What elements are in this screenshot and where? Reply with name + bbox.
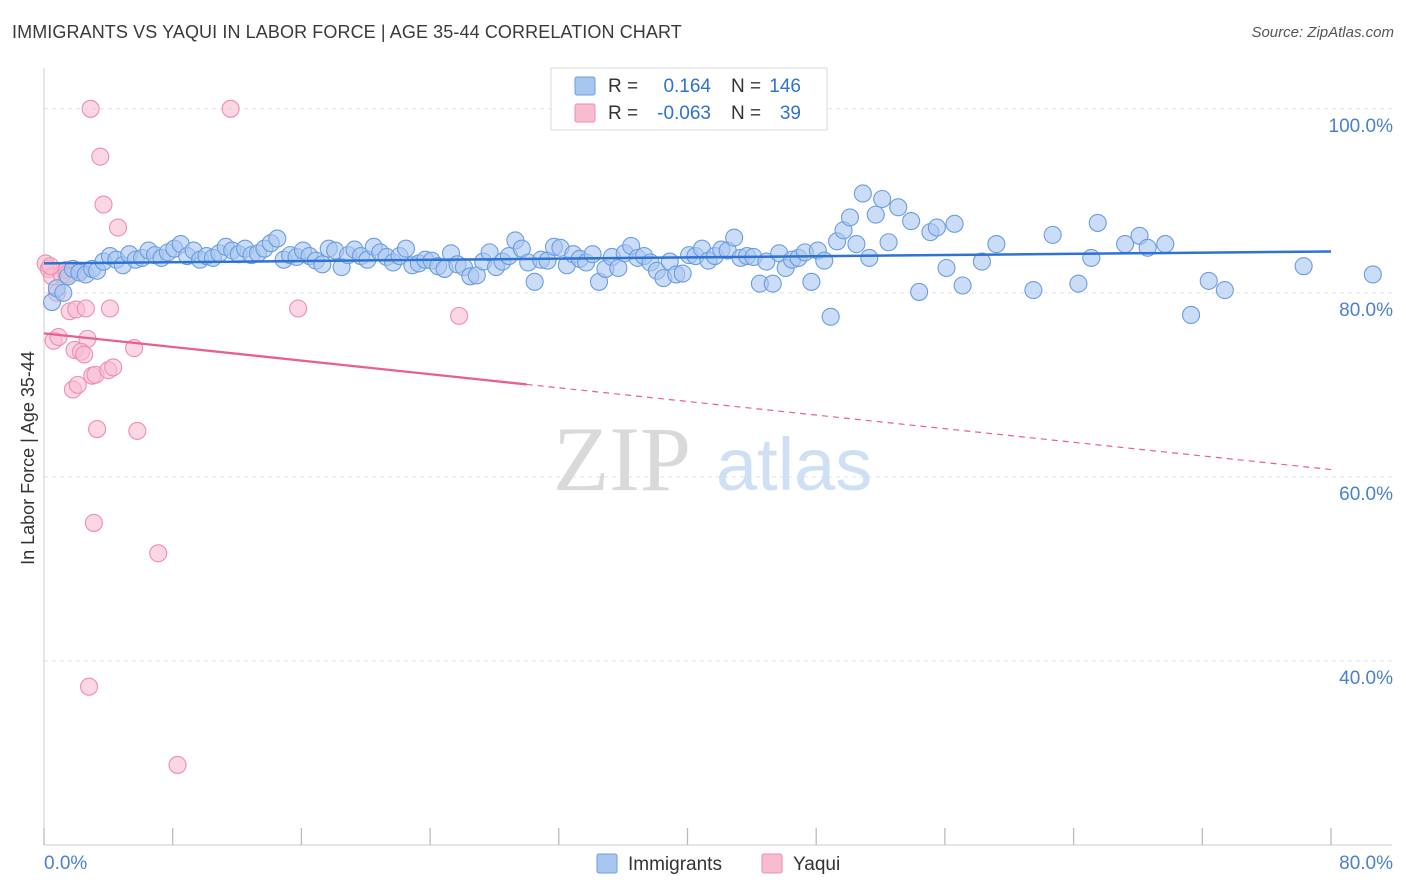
stats-legend: R = 0.164 N = 146 R = -0.063 N = 39	[550, 67, 828, 131]
immigrants-point	[1294, 257, 1313, 276]
immigrants-point	[725, 228, 744, 247]
immigrants-point	[987, 235, 1006, 254]
immigrants-point	[583, 245, 602, 264]
yaqui-swatch	[574, 103, 596, 123]
immigrants-point	[972, 252, 991, 271]
y-tick-label: 60.0%	[1339, 484, 1393, 505]
immigrants-point	[1043, 225, 1062, 244]
immigrants-point	[945, 214, 964, 233]
stats-legend-frame	[550, 67, 828, 131]
axes	[43, 68, 1392, 846]
chart-title: IMMIGRANTS VS YAQUI IN LABOR FORCE | AGE…	[12, 22, 682, 42]
stats-n-label-1: N =	[731, 76, 761, 97]
immigrants-point	[879, 233, 898, 252]
yaqui-point	[91, 147, 110, 166]
stats-n-label-2: N =	[731, 103, 761, 124]
yaqui-point	[104, 358, 123, 377]
immigrants-point	[873, 189, 892, 209]
immigrants-point	[840, 208, 860, 227]
watermark-atlas: atlas	[716, 423, 872, 506]
legend-yaqui-swatch	[761, 853, 783, 874]
yaqui-point	[88, 420, 107, 439]
immigrants-point	[268, 229, 287, 248]
legend-immigrants-label: Immigrants	[628, 854, 722, 875]
immigrants-point	[313, 255, 332, 274]
stats-n-value-2: 39	[780, 103, 801, 124]
yaqui-point	[81, 99, 100, 118]
immigrants-point	[866, 205, 885, 224]
immigrants-swatch	[574, 76, 596, 96]
immigrants-point	[1156, 235, 1175, 254]
immigrants-point	[889, 198, 908, 217]
yaqui-point	[221, 99, 240, 118]
y-tick-labels: 40.0% 60.0% 80.0% 100.0%	[1329, 116, 1394, 689]
immigrants-point	[1363, 265, 1382, 284]
immigrants-point	[937, 258, 956, 278]
yaqui-point	[75, 345, 94, 364]
immigrants-point	[1024, 281, 1043, 300]
stats-r-value-1: 0.164	[663, 76, 711, 97]
yaqui-point	[450, 306, 469, 325]
immigrants-point	[1069, 274, 1088, 293]
yaqui-point	[108, 218, 128, 237]
immigrants-point	[1088, 213, 1107, 232]
stats-r-label-2: R =	[608, 103, 638, 124]
watermark: ZIP atlas	[553, 408, 872, 510]
yaqui-point	[41, 257, 60, 276]
yaqui-point	[84, 513, 103, 532]
y-tick-label: 100.0%	[1329, 116, 1394, 137]
immigrants-point	[1199, 271, 1218, 290]
bottom-legend: Immigrants Yaqui	[596, 853, 840, 875]
stats-r-label-1: R =	[608, 76, 638, 97]
y-tick-label: 40.0%	[1339, 668, 1393, 689]
x-tick-label-max: 80.0%	[1339, 853, 1393, 874]
yaqui-point	[128, 421, 147, 440]
immigrants-point	[910, 282, 929, 301]
immigrants-point	[902, 212, 921, 231]
immigrants-point	[847, 235, 866, 254]
yaqui-point	[94, 195, 113, 214]
yaqui-trend-line-extension	[526, 383, 1332, 471]
yaqui-point	[100, 299, 120, 318]
legend-immigrants-swatch	[596, 853, 618, 874]
immigrants-point	[815, 251, 834, 270]
immigrants-point	[673, 264, 692, 283]
yaqui-point	[49, 327, 68, 347]
yaqui-point	[289, 299, 308, 318]
source-label: Source: ZipAtlas.com	[1251, 24, 1394, 41]
immigrants-point	[763, 274, 782, 293]
stats-n-value-1: 146	[769, 76, 801, 97]
immigrants-point	[802, 272, 821, 291]
data-points	[36, 99, 1382, 774]
immigrants-point	[1082, 248, 1101, 267]
immigrants-point	[1181, 305, 1201, 324]
immigrants-point	[821, 307, 840, 326]
trend-lines	[43, 250, 1332, 471]
yaqui-point	[79, 677, 99, 696]
legend-yaqui-label: Yaqui	[793, 854, 840, 875]
immigrants-point	[853, 184, 872, 203]
y-axis-label: In Labor Force | Age 35-44	[18, 351, 38, 565]
x-tick-label-min: 0.0%	[44, 853, 87, 874]
immigrants-point	[396, 239, 416, 258]
immigrants-point	[927, 218, 946, 237]
y-tick-label: 80.0%	[1339, 300, 1393, 321]
immigrants-trend-line	[43, 250, 1332, 265]
yaqui-point	[76, 299, 95, 318]
stats-r-value-2: -0.063	[657, 103, 711, 124]
immigrants-point	[1215, 281, 1234, 300]
watermark-zip: ZIP	[553, 408, 691, 510]
yaqui-trend-line	[43, 332, 527, 386]
x-tick-labels: 0.0% 80.0%	[44, 853, 1393, 874]
immigrants-point	[860, 248, 879, 267]
gridlines	[44, 108, 1392, 662]
immigrants-point	[525, 272, 544, 291]
yaqui-point	[168, 755, 187, 774]
immigrants-point	[953, 276, 972, 295]
immigrants-point	[54, 283, 73, 302]
yaqui-point	[68, 375, 87, 394]
yaqui-point	[149, 544, 168, 563]
